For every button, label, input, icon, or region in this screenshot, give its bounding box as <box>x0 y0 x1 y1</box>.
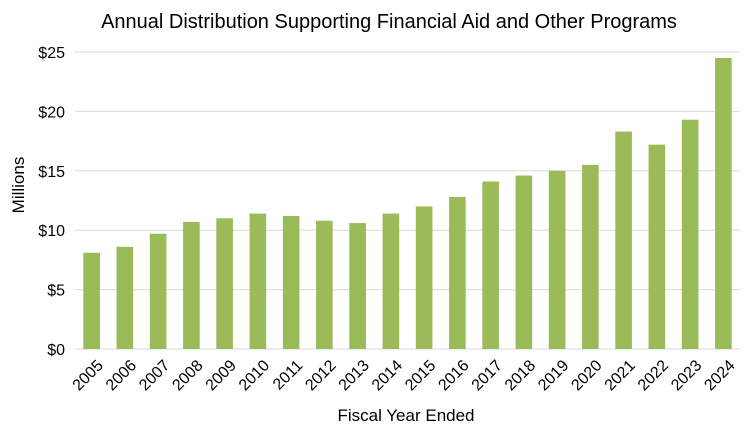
bar-2020 <box>582 164 599 349</box>
bar-2019 <box>548 170 566 349</box>
x-axis-ticks: 2005200620072008200920102011201220132014… <box>70 357 739 394</box>
bar-2006 <box>116 246 134 349</box>
bars <box>83 57 732 349</box>
bar-2022 <box>648 144 666 349</box>
x-tick-label: 2021 <box>602 357 639 394</box>
x-tick-label: 2022 <box>635 357 672 394</box>
y-tick-label: $5 <box>47 283 65 300</box>
chart-title: Annual Distribution Supporting Financial… <box>101 11 677 33</box>
x-tick-label: 2009 <box>203 357 240 394</box>
x-tick-label: 2014 <box>369 357 406 394</box>
y-tick-label: $20 <box>38 104 65 121</box>
bar-2012 <box>316 220 333 349</box>
bar-2017 <box>482 181 499 349</box>
bar-2008 <box>183 221 200 349</box>
bar-2018 <box>515 175 533 349</box>
x-tick-label: 2019 <box>535 357 572 394</box>
x-tick-label: 2020 <box>568 357 605 394</box>
bar-2016 <box>449 196 466 349</box>
gridlines <box>75 51 740 350</box>
x-axis-label: Fiscal Year Ended <box>337 406 474 425</box>
bar-2005 <box>83 252 100 349</box>
bar-2015 <box>415 206 433 349</box>
bar-2009 <box>216 218 233 349</box>
x-tick-label: 2006 <box>103 357 140 394</box>
bar-2010 <box>249 213 267 349</box>
y-axis-ticks: $0 $5 $10 $15 $20 $25 <box>38 45 65 359</box>
bar-2011 <box>282 215 300 349</box>
bar-2014 <box>382 213 400 349</box>
x-tick-label: 2005 <box>70 357 107 394</box>
x-tick-label: 2007 <box>136 357 173 394</box>
x-tick-label: 2013 <box>336 357 373 394</box>
y-tick-label: $10 <box>38 223 65 240</box>
x-tick-label: 2008 <box>169 357 206 394</box>
y-tick-label: $0 <box>47 342 65 359</box>
x-tick-label: 2015 <box>402 357 439 394</box>
x-tick-label: 2017 <box>469 357 506 394</box>
bar-2024 <box>715 57 732 349</box>
x-tick-label: 2011 <box>270 357 306 393</box>
x-tick-label: 2018 <box>502 357 539 394</box>
bar-2007 <box>149 233 167 349</box>
y-axis-label: Millions <box>9 157 28 214</box>
y-tick-label: $15 <box>38 164 65 181</box>
bar-2021 <box>615 131 632 349</box>
x-tick-label: 2023 <box>668 357 705 394</box>
bar-2013 <box>349 223 366 349</box>
x-tick-label: 2024 <box>701 357 738 394</box>
x-tick-label: 2016 <box>435 357 472 394</box>
bar-2023 <box>681 119 699 349</box>
y-tick-label: $25 <box>38 45 65 62</box>
x-tick-label: 2010 <box>236 357 273 394</box>
x-tick-label: 2012 <box>302 357 339 394</box>
